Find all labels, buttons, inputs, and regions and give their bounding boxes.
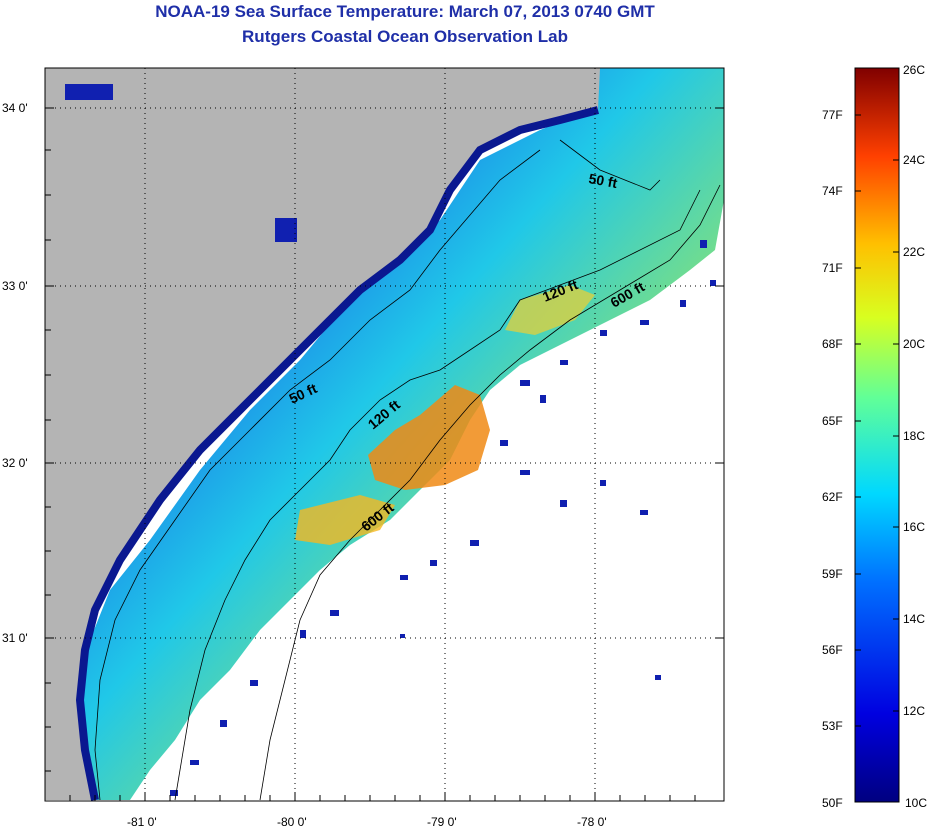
- coastal-fringe: [75, 106, 600, 801]
- cb-f-label-59: 59F: [822, 567, 843, 581]
- cb-c-label-12: 12C: [903, 704, 925, 718]
- lat-label-32: 32 0': [2, 456, 28, 470]
- map-frame: [44, 67, 725, 802]
- lon-label-81: -81 0': [127, 815, 157, 829]
- land: [45, 68, 600, 800]
- lon-label-79: -79 0': [427, 815, 457, 829]
- speckle-pixels: [170, 240, 716, 796]
- lon-label-80: -80 0': [277, 815, 307, 829]
- contour-600ft: [259, 184, 721, 801]
- inland-lake: [65, 84, 113, 100]
- cb-f-label-53: 53F: [822, 719, 843, 733]
- colorbar-f-ticks: [855, 114, 861, 727]
- warm-water-core: [368, 385, 490, 490]
- cb-f-label-71: 71F: [822, 261, 843, 275]
- map-title: NOAA-19 Sea Surface Temperature: March 0…: [155, 2, 655, 21]
- grid-lines: [45, 68, 724, 800]
- axis-ticks: [45, 107, 724, 801]
- cb-c-label-14: 14C: [903, 612, 925, 626]
- map-area: 50 ft 50 ft 120 ft 120 ft 600 ft 600 ft: [45, 68, 724, 801]
- cb-f-label-68: 68F: [822, 337, 843, 351]
- cb-f-label-50: 50F: [822, 796, 843, 810]
- cb-c-label-22: 22C: [903, 245, 925, 259]
- cb-c-label-10: 10C: [905, 796, 927, 810]
- cb-c-label-26: 26C: [903, 63, 925, 77]
- lake-marion: [275, 218, 297, 242]
- cb-c-label-20: 20C: [903, 337, 925, 351]
- cb-f-label-74: 74F: [822, 184, 843, 198]
- lat-label-33: 33 0': [2, 279, 28, 293]
- cb-f-label-62: 62F: [822, 490, 843, 504]
- contour-120ft: [174, 189, 701, 801]
- colorbar: [854, 67, 900, 803]
- cb-f-label-77: 77F: [822, 108, 843, 122]
- warm-water-south: [295, 495, 395, 545]
- cb-f-label-56: 56F: [822, 643, 843, 657]
- colorbar-c-ticks: [893, 159, 899, 712]
- lon-label-78: -78 0': [577, 815, 607, 829]
- cb-c-label-16: 16C: [903, 520, 925, 534]
- map-subtitle: Rutgers Coastal Ocean Observation Lab: [242, 27, 568, 46]
- cb-c-label-18: 18C: [903, 429, 925, 443]
- lat-label-31: 31 0': [2, 631, 28, 645]
- cb-c-label-24: 24C: [903, 153, 925, 167]
- warm-water-north: [505, 285, 595, 335]
- cb-f-label-65: 65F: [822, 414, 843, 428]
- contour-label-50ft-north: 50 ft: [587, 170, 618, 191]
- contour-50ft: [94, 139, 661, 801]
- lat-label-34: 34 0': [2, 101, 28, 115]
